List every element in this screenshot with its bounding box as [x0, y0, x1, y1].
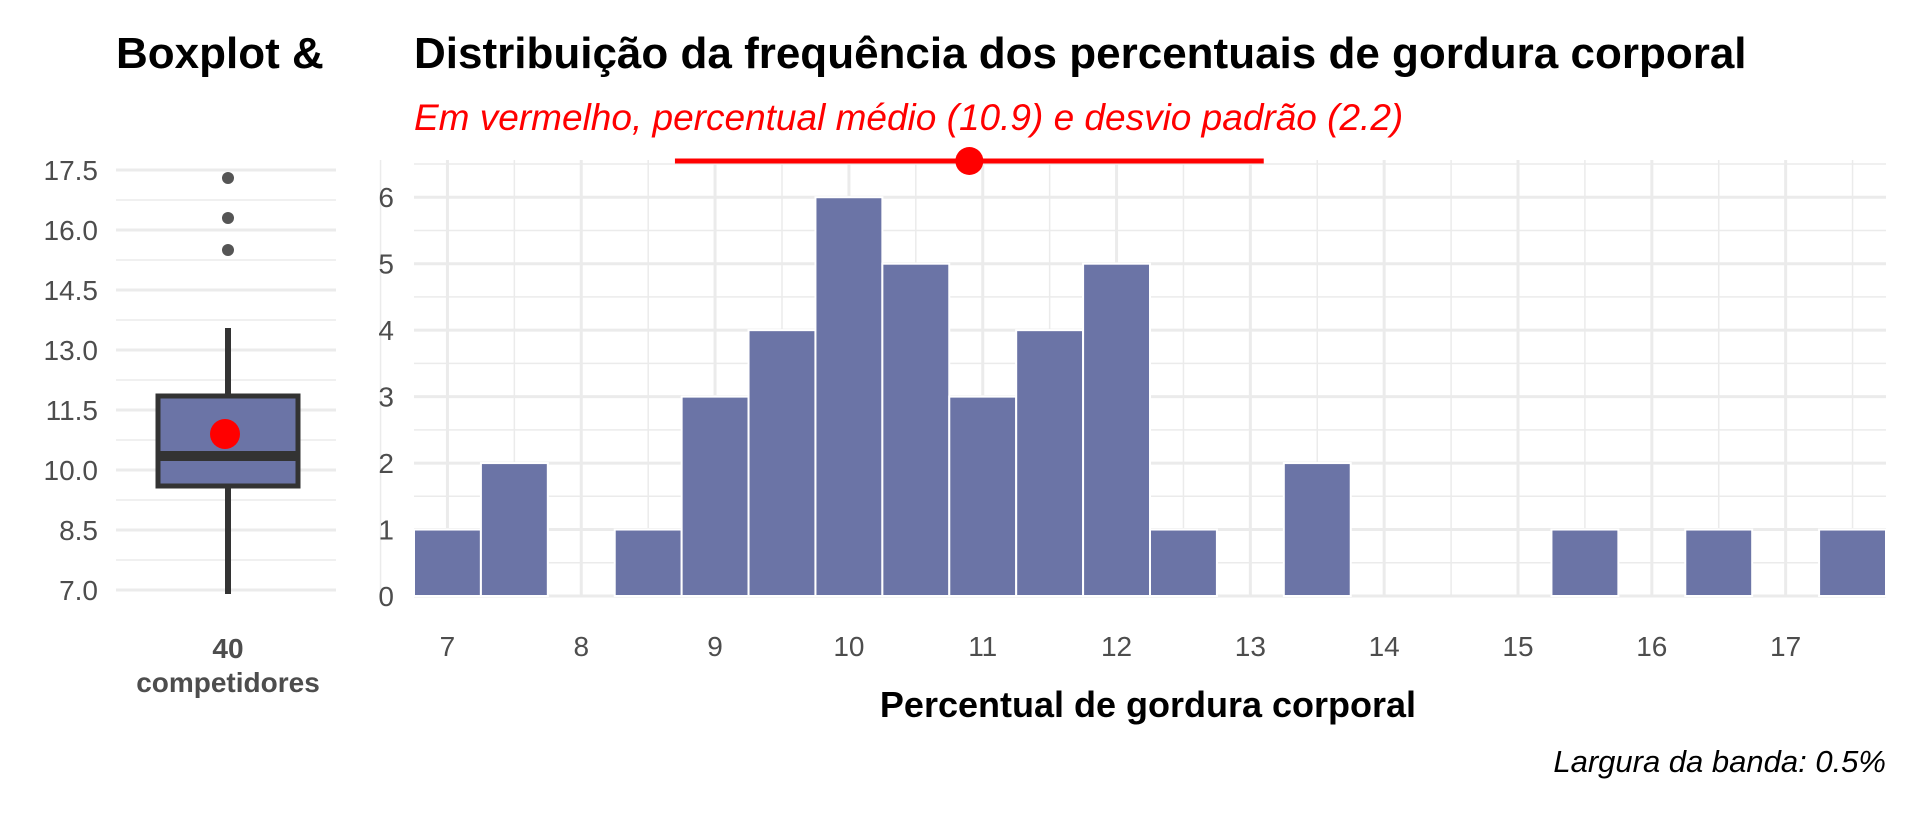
histogram-bar: [680, 395, 750, 597]
histogram-bar: [613, 528, 683, 597]
histogram-y-tick-label: 6: [378, 182, 394, 213]
histogram-x-tick-label: 13: [1235, 631, 1266, 662]
histogram-bar: [413, 528, 482, 597]
histogram-x-tick-label: 14: [1369, 631, 1400, 662]
histogram-bar: [881, 262, 951, 597]
boxplot-outlier-point: [222, 172, 234, 184]
histogram-bars: [413, 196, 1888, 598]
histogram-bar: [1818, 528, 1888, 597]
histogram-y-tick-label: 0: [378, 581, 394, 612]
histogram-x-tick-label: 12: [1101, 631, 1132, 662]
histogram-bar: [1015, 329, 1085, 597]
histogram-y-tick-labels: 0 1 2 3 4 5 6: [378, 182, 394, 612]
histogram-y-tick-label: 5: [378, 249, 394, 280]
histogram-mean-point: [955, 147, 984, 175]
boxplot-outlier-point: [222, 212, 234, 224]
histogram-bar: [1550, 528, 1620, 597]
histogram-x-tick-label: 17: [1770, 631, 1801, 662]
histogram-x-axis-label: Percentual de gordura corporal: [880, 684, 1416, 725]
histogram-x-tick-labels: 7 8 9 10 11 12 13 14 15 16 17: [440, 631, 1802, 662]
histogram-x-tick-label: 9: [707, 631, 723, 662]
histogram-bar: [479, 462, 549, 598]
boxplot-count-label: 40: [212, 633, 243, 664]
histogram-x-tick-label: 15: [1502, 631, 1533, 662]
histogram-x-tick-label: 16: [1636, 631, 1667, 662]
histogram-bar: [1684, 528, 1754, 597]
histogram-x-tick-label: 7: [440, 631, 456, 662]
boxplot-count-unit: competidores: [136, 667, 320, 698]
histogram-bar: [814, 196, 884, 597]
boxplot-y-tick-label: 10.0: [44, 455, 99, 486]
histogram-bar: [1149, 528, 1218, 597]
histogram-y-tick-label: 4: [378, 315, 394, 346]
histogram-x-tick-label: 8: [573, 631, 589, 662]
boxplot-y-tick-label: 16.0: [44, 215, 99, 246]
boxplot-outlier-point: [222, 244, 234, 256]
histogram-x-tick-label: 11: [968, 631, 997, 662]
boxplot-marks: [155, 172, 301, 594]
histogram-subtitle: Em vermelho, percentual médio (10.9) e d…: [414, 97, 1403, 138]
histogram-title: Distribuição da frequência dos percentua…: [414, 29, 1747, 78]
boxplot-y-tick-labels: 7.0 8.5 10.0 11.5 13.0 14.5 16.0 17.5: [44, 155, 99, 606]
histogram-bar: [1082, 262, 1152, 597]
boxplot-y-tick-label: 11.5: [46, 395, 98, 426]
histogram-caption: Largura da banda: 0.5%: [1553, 744, 1886, 779]
histogram-bar: [747, 329, 817, 597]
boxplot-y-tick-label: 14.5: [44, 275, 99, 306]
boxplot-box: [155, 393, 301, 489]
boxplot-y-tick-label: 17.5: [44, 155, 99, 186]
histogram-y-tick-label: 1: [378, 515, 394, 546]
histogram-y-tick-label: 2: [378, 448, 394, 479]
boxplot-y-tick-label: 7.0: [59, 575, 98, 606]
histogram-mean-sd-marker: [674, 147, 1264, 175]
histogram-bar: [948, 395, 1018, 597]
boxplot-mean-point: [210, 419, 240, 449]
boxplot-y-tick-label: 13.0: [44, 335, 99, 366]
histogram-y-tick-label: 3: [378, 382, 394, 413]
histogram-bar: [1282, 462, 1352, 598]
boxplot-panel: 7.0 8.5 10.0 11.5 13.0 14.5 16.0 17.5 Boxplot &…: [44, 29, 336, 698]
boxplot-y-tick-label: 8.5: [59, 515, 98, 546]
histogram-x-tick-label: 10: [833, 631, 864, 662]
boxplot-title: Boxplot &: [116, 29, 324, 78]
